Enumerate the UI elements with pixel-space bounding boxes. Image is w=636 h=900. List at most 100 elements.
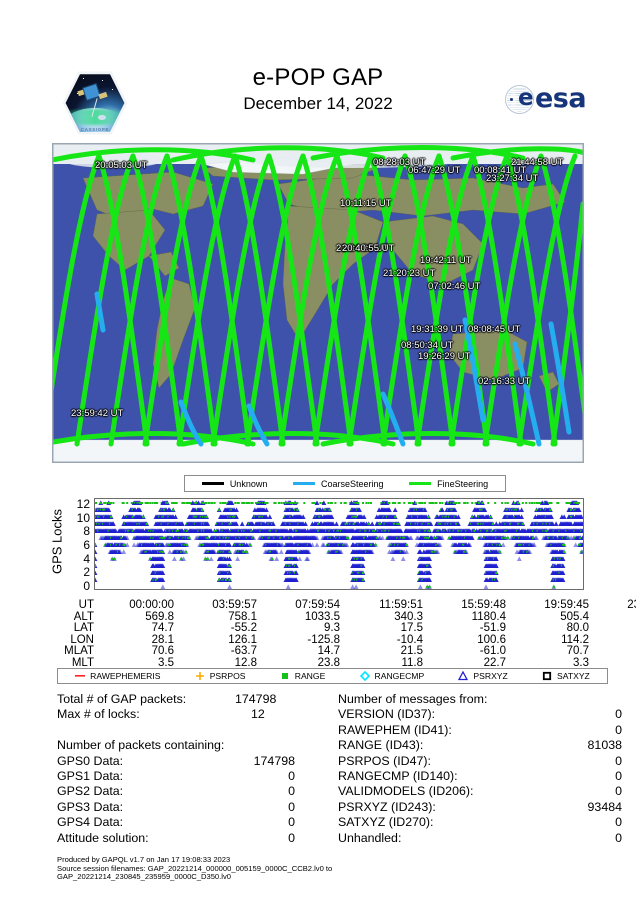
axis-table-cell: 23.8 (317, 656, 340, 669)
stats-row: PSRPOS (ID47): 0 (338, 754, 622, 769)
stats-row-label: GPS1 Data: (57, 768, 124, 783)
stats-row-value: 0 (615, 815, 622, 830)
axis-table-row: LAT 74.7 -55.2 9.3 17.5 -51.9 80.0 -62.2 (52, 623, 636, 635)
legend-marker-diamond-icon (359, 671, 370, 681)
stats-row: Unhandled: 0 (338, 831, 622, 846)
axis-table-cell: 100.6 (477, 633, 506, 646)
plot-graphic (95, 500, 583, 589)
stats-row-value: 0 (615, 722, 622, 737)
map-legend-item: FineSteering (409, 479, 488, 489)
axis-table-cell: -10.4 (396, 633, 423, 646)
axis-table-cell: -62.0 (598, 646, 636, 658)
stats-left-column: Total # of GAP packets: 174798 Max # of … (57, 692, 327, 846)
axis-table-cell: 80.0 (566, 622, 589, 635)
legend-marker-triangle-icon (458, 671, 469, 681)
stats-row: SATXYZ (ID270): 0 (338, 815, 622, 830)
stats-row: VALIDMODELS (ID206): 0 (338, 784, 622, 799)
plot-legend-label: PSRPOS (209, 671, 246, 681)
stats-row-value: 0 (288, 768, 295, 783)
patch-wordmark: CASSIOPE (80, 127, 110, 132)
stats-row-label: GPS0 Data: (57, 753, 124, 768)
axis-table-cell: 3.3 (573, 656, 589, 669)
axis-table-row: ALT 569.8 758.1 1033.5 340.3 1180.4 505.4 834.0 (52, 610, 636, 624)
stats-row-value: 0 (615, 768, 622, 783)
map-legend-label: Unknown (229, 478, 268, 489)
plot-legend: RAWEPHEMERIS PSRPOS RANGE RANGECMP PSRXYZ SAT… (57, 668, 608, 684)
axis-table-cell: 1180.4 (471, 610, 506, 623)
esa-globe-icon (505, 85, 534, 114)
map-graphic (53, 144, 583, 462)
stats-row-label: PSRPOS (ID47): (338, 753, 431, 768)
axis-table-cell: 126.1 (228, 633, 257, 646)
plot-legend-item: RAWEPHEMERIS (75, 671, 160, 681)
stats-row-value: 0 (615, 753, 622, 768)
axis-table-cell: 14.7 (317, 645, 340, 658)
axis-table-cell: 834.0 (598, 612, 636, 624)
plot-y-tick-label: 4 (83, 551, 90, 566)
plot-legend-label: RANGE (294, 671, 326, 681)
stats-row-label: RAWEPHEM (ID41): (338, 722, 452, 737)
legend-marker-plus-icon (195, 671, 205, 681)
plot-legend-item: RANGE (280, 671, 326, 681)
axis-table-cell: 9.3 (324, 622, 340, 635)
plot-legend-item: PSRXYZ (458, 671, 508, 681)
stats-row-value: 0 (288, 815, 295, 830)
gps-locks-plot: GPS Locks 12 10 8 6 4 2 0 (49, 498, 584, 594)
axis-table-cell: 03:59:57 (212, 599, 257, 611)
plot-y-tick-label: 10 (76, 510, 90, 525)
plot-legend-label: RANGECMP (374, 671, 425, 681)
map-legend: Unknown CoarseSteering FineSteering (184, 475, 506, 492)
axis-table-row-label: MLT (71, 656, 94, 669)
axis-table-cell: -51.9 (479, 622, 506, 635)
stats-row-label: VALIDMODELS (ID206): (338, 784, 474, 799)
plot-y-axis-label: GPS Locks (49, 508, 65, 575)
total-packets-value: 174798 (235, 692, 277, 706)
axis-table-cell: 19:59:45 (544, 599, 589, 611)
max-locks-value: 12 (251, 707, 265, 722)
axis-table-cell: -62.2 (598, 623, 636, 635)
stats-row-value: 0 (615, 784, 622, 799)
stats-row-label: GPS3 Data: (57, 799, 124, 814)
axis-table-cell: -63.7 (230, 645, 257, 658)
stats-row-value: 0 (288, 830, 295, 845)
legend-marker-square-open-icon (542, 671, 552, 681)
total-packets-label: Total # of GAP packets: (57, 692, 187, 706)
axis-table-cell: 28.1 (151, 633, 174, 646)
axis-table-cell: 70.7 (566, 645, 589, 658)
axis-table-row-label: LAT (73, 622, 94, 635)
axis-table-row: MLAT 70.6 -63.7 14.7 21.5 -61.0 70.7 -62.0 (52, 646, 636, 658)
stats-row-value: 0 (288, 799, 295, 814)
stats-row: VERSION (ID37): 0 (338, 707, 622, 722)
axis-table-row-label: UT (78, 599, 94, 611)
axis-table-cell: 505.4 (560, 610, 589, 623)
plot-legend-item: PSRPOS (195, 671, 246, 681)
stats-row: RAWEPHEM (ID41): 0 (338, 723, 622, 738)
axis-table-cell: -61.0 (479, 645, 506, 658)
legend-line-swatch-icon (292, 482, 315, 485)
axis-table-cell: 1033.5 (304, 610, 340, 623)
stats-row-label: VERSION (ID37): (338, 707, 436, 722)
cassiope-mission-patch-icon: CASSIOPE (62, 70, 128, 136)
messages-from-header: Number of messages from: (338, 692, 488, 706)
axis-table-cell: 11.8 (401, 656, 423, 669)
axis-table-row: LON 28.1 126.1 -125.8 -10.4 100.6 114.2 -171.4 (52, 633, 636, 647)
stats-row: Attitude solution: 0 (57, 831, 327, 846)
axis-table-cell: 569.8 (145, 610, 174, 623)
esa-logo: e esa (505, 82, 605, 116)
stats-row-value: 93484 (587, 799, 622, 814)
stats-row: RANGE (ID43): 81038 (338, 738, 622, 753)
plot-legend-label: SATXYZ (557, 671, 590, 681)
stats-row-value: 174798 (253, 753, 295, 768)
axis-table-cell: 00:00:00 (129, 599, 174, 611)
axis-table-row-label: MLAT (64, 645, 94, 658)
footer-provenance: Produced by GAPQL v1.7 on Jan 17 19:08:3… (57, 855, 617, 882)
axis-table-row-label: LON (70, 633, 94, 646)
legend-line-swatch-icon (201, 482, 224, 485)
max-locks-label: Max # of locks: (57, 707, 140, 722)
axis-table-row: UT 00:00:00 03:59:57 07:59:54 11:59:51 15:59:… (52, 599, 636, 612)
stats-row-value: 0 (288, 784, 295, 799)
footer-line-producer: Produced by GAPQL v1.7 on Jan 17 19:08:3… (57, 855, 231, 864)
packets-containing-header: Number of packets containing: (57, 738, 225, 753)
axis-table-cell: 11:59:51 (379, 599, 423, 611)
